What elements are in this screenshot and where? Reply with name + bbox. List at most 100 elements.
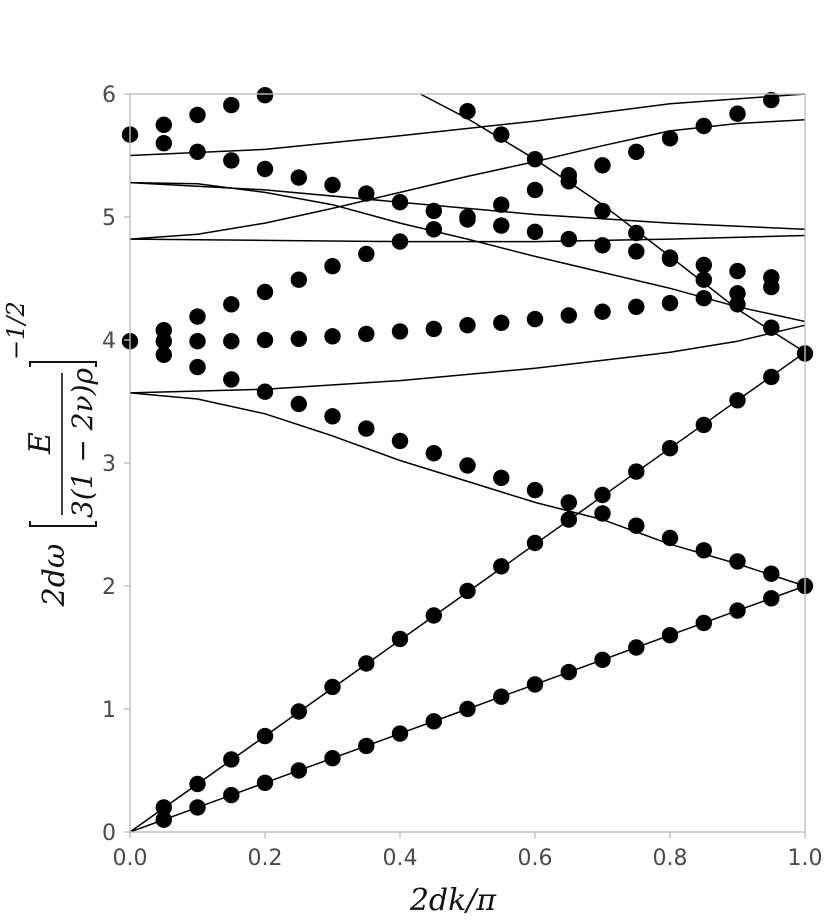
data-point — [189, 799, 206, 816]
y-axis-ticks: 0 1 2 3 4 5 6 — [102, 83, 130, 846]
data-point — [223, 296, 240, 313]
data-point — [594, 651, 611, 668]
data-point — [560, 663, 577, 681]
data-point — [493, 196, 510, 213]
data-point — [695, 614, 712, 632]
data-point — [256, 331, 274, 349]
data-point — [358, 655, 375, 672]
data-point — [493, 688, 510, 705]
x-tick-label: 0.6 — [518, 846, 553, 871]
data-point — [594, 505, 611, 522]
data-point — [594, 486, 611, 504]
curve-3 — [129, 392, 806, 587]
data-point — [425, 202, 442, 220]
data-point — [391, 725, 409, 742]
data-point — [425, 445, 442, 462]
y-label-denominator: 3(1 − 2ν)ρ — [66, 367, 99, 518]
data-point — [763, 269, 780, 286]
curve-7 — [129, 181, 806, 231]
data-point — [155, 811, 172, 828]
x-axis-label: 2dk/π — [409, 883, 498, 918]
data-point — [628, 143, 645, 160]
data-point — [695, 256, 712, 274]
curve-10 — [419, 93, 806, 353]
x-tick-label: 0.4 — [383, 846, 418, 871]
data-point — [594, 237, 611, 254]
data-point — [155, 135, 172, 152]
data-point — [763, 590, 780, 607]
data-point — [560, 494, 577, 511]
data-point — [628, 298, 645, 315]
data-point — [256, 774, 274, 791]
data-point — [290, 762, 307, 779]
data-point — [358, 185, 375, 202]
data-point — [223, 152, 240, 169]
y-tick-label: 1 — [102, 698, 116, 723]
data-point — [391, 432, 409, 450]
data-point — [391, 194, 409, 211]
data-point — [560, 173, 577, 190]
data-point — [661, 250, 679, 267]
data-point — [526, 534, 544, 552]
data-point — [425, 607, 442, 624]
data-point — [526, 481, 544, 499]
data-point — [628, 243, 645, 260]
y-tick-label: 2 — [102, 575, 116, 600]
data-point — [155, 799, 172, 816]
data-point — [763, 319, 780, 336]
curve-6 — [129, 234, 806, 243]
data-point — [425, 221, 442, 238]
data-point — [493, 469, 510, 486]
data-point — [290, 395, 307, 413]
data-point — [628, 224, 645, 242]
y-label-exponent: −1/2 — [2, 301, 30, 360]
data-point — [189, 106, 206, 124]
data-point — [290, 271, 307, 288]
data-point — [763, 565, 780, 582]
data-point — [661, 440, 679, 457]
data-point — [560, 230, 577, 248]
data-point — [256, 87, 274, 104]
data-point — [324, 750, 341, 767]
y-label-left-bracket — [29, 521, 97, 527]
data-point — [189, 775, 206, 793]
data-point — [155, 346, 172, 363]
data-point — [425, 713, 442, 730]
data-point — [560, 511, 577, 528]
data-point — [459, 700, 476, 718]
data-point — [189, 143, 206, 160]
data-point — [526, 181, 544, 199]
data-point — [290, 169, 307, 186]
data-point — [628, 517, 645, 534]
data-point — [290, 703, 307, 720]
data-point — [594, 303, 611, 320]
data-point — [425, 320, 442, 338]
data-point — [695, 117, 712, 135]
data-point — [763, 91, 780, 109]
data-point — [189, 308, 206, 325]
data-point — [695, 416, 712, 434]
data-point — [526, 151, 544, 168]
x-tick-label: 0.0 — [113, 846, 148, 871]
x-axis-ticks: 0.0 0.2 0.4 0.6 0.8 1.0 — [113, 832, 823, 871]
data-point — [695, 271, 712, 288]
data-point — [729, 553, 746, 570]
data-point — [661, 627, 679, 644]
data-point — [459, 457, 476, 474]
data-point — [223, 96, 240, 114]
data-point — [526, 223, 544, 240]
data-point — [223, 751, 240, 768]
data-points — [121, 87, 814, 828]
data-point — [324, 176, 341, 194]
y-tick-label: 0 — [102, 821, 116, 846]
data-point — [526, 310, 544, 328]
y-tick-label: 5 — [102, 206, 116, 231]
data-point — [256, 383, 274, 400]
data-point — [459, 317, 476, 334]
data-point — [763, 368, 780, 386]
data-point — [324, 258, 341, 275]
curve-5 — [129, 181, 806, 323]
data-point — [628, 639, 645, 656]
data-point — [695, 290, 712, 307]
data-point — [155, 116, 172, 133]
